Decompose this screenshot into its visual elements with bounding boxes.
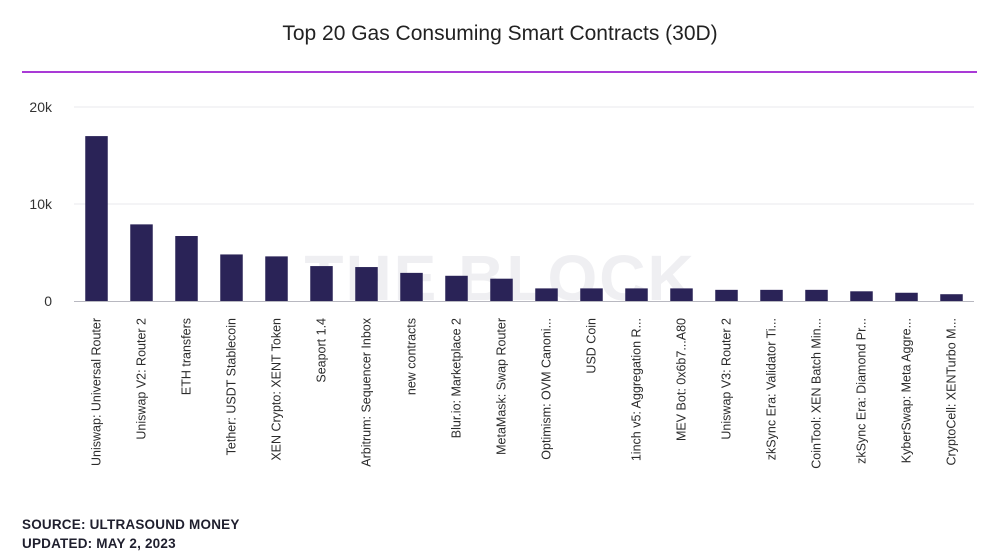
x-tick-label: USD Coin [585,318,599,374]
bar [355,267,378,301]
bar [670,288,693,301]
x-tick-label: Optimism: OVM Canoni... [540,318,554,460]
updated-note: UPDATED: MAY 2, 2023 [22,536,176,551]
x-tick-label: Blur.io: Marketplace 2 [450,318,464,438]
bar [580,288,603,301]
bar [130,224,153,301]
x-tick-label: Uniswap: Universal Router [90,318,104,466]
x-tick-label: XEN Crypto: XENT Token [270,318,284,461]
x-tick-label: MetaMask: Swap Router [495,318,509,455]
bar [625,288,648,301]
bar [940,294,963,301]
bar [220,254,243,301]
bar [535,288,558,301]
bar [265,256,288,301]
x-tick-label: CoinTool: XEN Batch Min... [810,318,824,469]
bar [850,291,873,301]
bar [445,275,468,301]
x-tick-label: Arbitrum: Sequencer Inbox [360,317,374,466]
y-tick-label: 20k [29,99,53,115]
x-tick-label: KyberSwap: Meta Aggre... [900,318,914,463]
bar [760,289,783,301]
title-divider [22,71,977,73]
x-tick-label: Uniswap V3: Router 2 [720,318,734,440]
x-tick-label: MEV Bot: 0x6b7...A80 [675,318,689,441]
source-note: SOURCE: ULTRASOUND MONEY [22,517,240,532]
x-tick-label: new contracts [405,318,419,395]
y-tick-label: 10k [29,196,53,212]
x-tick-label: CryptoCell: XENTurbo M... [945,318,959,466]
y-tick-label: 0 [44,293,52,309]
bar [85,136,108,301]
x-tick-label: zkSync Era: Validator Ti... [765,318,779,460]
x-tick-label: 1inch v5: Aggregation R... [630,318,644,461]
bar [310,266,333,301]
bar [400,272,423,301]
x-tick-label: zkSync Era: Diamond Pr... [855,318,869,464]
bar [175,236,198,301]
x-tick-label: Seaport 1.4 [315,318,329,383]
bar [895,292,918,301]
x-tick-label: Tether: USDT Stablecoin [225,318,239,455]
x-tick-label: Uniswap V2: Router 2 [135,318,149,440]
x-tick-label: ETH transfers [180,318,194,395]
bar [715,289,738,301]
bar [490,278,513,301]
chart-title: Top 20 Gas Consuming Smart Contracts (30… [282,22,718,45]
bar [805,289,828,301]
